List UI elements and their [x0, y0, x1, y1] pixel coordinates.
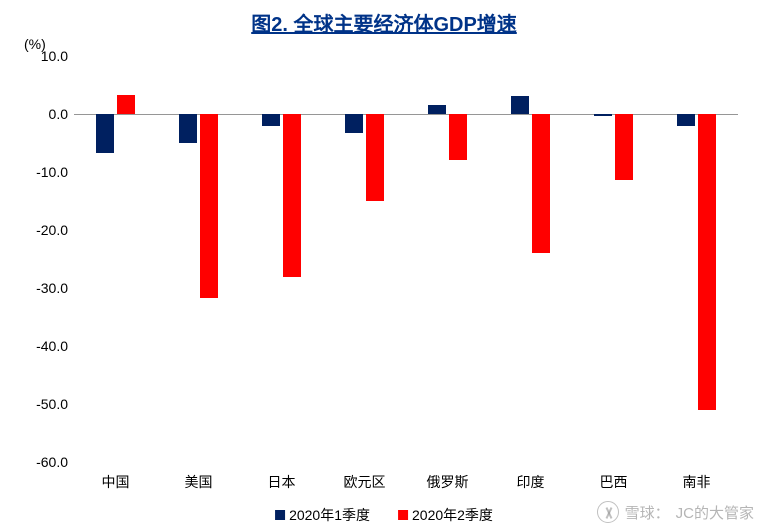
x-tick-label: 俄罗斯 [427, 462, 469, 492]
bar [262, 114, 280, 126]
bar [449, 114, 467, 160]
x-tick-label: 中国 [102, 462, 130, 492]
legend-swatch [398, 510, 408, 520]
bar [532, 114, 550, 253]
legend-swatch [275, 510, 285, 520]
y-tick-label: -50.0 [36, 396, 74, 412]
x-tick-label: 美国 [185, 462, 213, 492]
y-tick-label: -10.0 [36, 164, 74, 180]
watermark: 雪球： JC的大管家 [597, 501, 754, 523]
bar [366, 114, 384, 201]
xueqiu-logo-icon [597, 501, 619, 523]
y-tick-label: -20.0 [36, 222, 74, 238]
y-tick-label: 0.0 [49, 106, 74, 122]
bar [594, 114, 612, 116]
bar [677, 114, 695, 126]
bar [96, 114, 114, 153]
bars-container [74, 56, 738, 462]
watermark-author: JC的大管家 [676, 502, 754, 523]
bar [428, 105, 446, 114]
bar [615, 114, 633, 180]
x-tick-label: 巴西 [600, 462, 628, 492]
x-tick-label: 日本 [268, 462, 296, 492]
legend-label: 2020年2季度 [412, 505, 493, 525]
bar [698, 114, 716, 410]
legend-item: 2020年1季度 [275, 505, 370, 525]
bar [511, 96, 529, 114]
gridline [74, 462, 738, 463]
plot-area: 10.00.0-10.0-20.0-30.0-40.0-50.0-60.0 中国… [74, 56, 738, 462]
bar [179, 114, 197, 143]
y-tick-label: 10.0 [41, 48, 74, 64]
bar [200, 114, 218, 298]
bar [117, 95, 135, 114]
legend: 2020年1季度 2020年2季度 [275, 505, 493, 525]
x-tick-label: 印度 [517, 462, 545, 492]
x-tick-label: 欧元区 [344, 462, 386, 492]
chart-title: 图2. 全球主要经济体GDP增速 [0, 0, 768, 37]
y-tick-label: -40.0 [36, 338, 74, 354]
y-tick-label: -60.0 [36, 454, 74, 470]
bar [345, 114, 363, 133]
x-tick-label: 南非 [683, 462, 711, 492]
watermark-prefix: 雪球： [625, 502, 670, 523]
legend-item: 2020年2季度 [398, 505, 493, 525]
legend-label: 2020年1季度 [289, 505, 370, 525]
y-tick-label: -30.0 [36, 280, 74, 296]
bar [283, 114, 301, 277]
